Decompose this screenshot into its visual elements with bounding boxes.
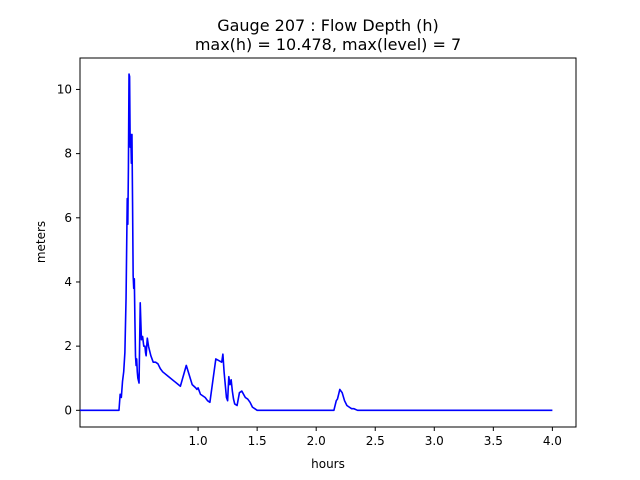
x-tick-label: 3.5: [484, 434, 503, 448]
chart-subtitle: max(h) = 10.478, max(level) = 7: [195, 35, 461, 54]
flow-depth-line: [80, 73, 553, 412]
y-axis-label: meters: [34, 221, 48, 263]
y-tick-label: 8: [64, 147, 72, 161]
chart-title: Gauge 207 : Flow Depth (h): [217, 16, 439, 35]
y-tick-label: 2: [64, 339, 72, 353]
plot-frame: [79, 57, 577, 428]
x-tick-label: 2.5: [366, 434, 385, 448]
x-axis-label: hours: [311, 457, 345, 471]
x-tick-label: 4.0: [543, 434, 562, 448]
x-axis-ticks: 1.0 1.5 2.0 2.5 3.0 3.5 4.0: [189, 427, 562, 448]
y-tick-label: 4: [64, 275, 72, 289]
x-tick-label: 2.0: [307, 434, 326, 448]
y-tick-label: 10: [57, 82, 72, 96]
x-tick-label: 1.0: [189, 434, 208, 448]
y-tick-label: 0: [64, 403, 72, 417]
x-tick-label: 1.5: [248, 434, 267, 448]
x-tick-label: 3.0: [425, 434, 444, 448]
y-axis-ticks: 0 2 4 6 8 10: [57, 82, 80, 417]
y-tick-label: 6: [64, 211, 72, 225]
